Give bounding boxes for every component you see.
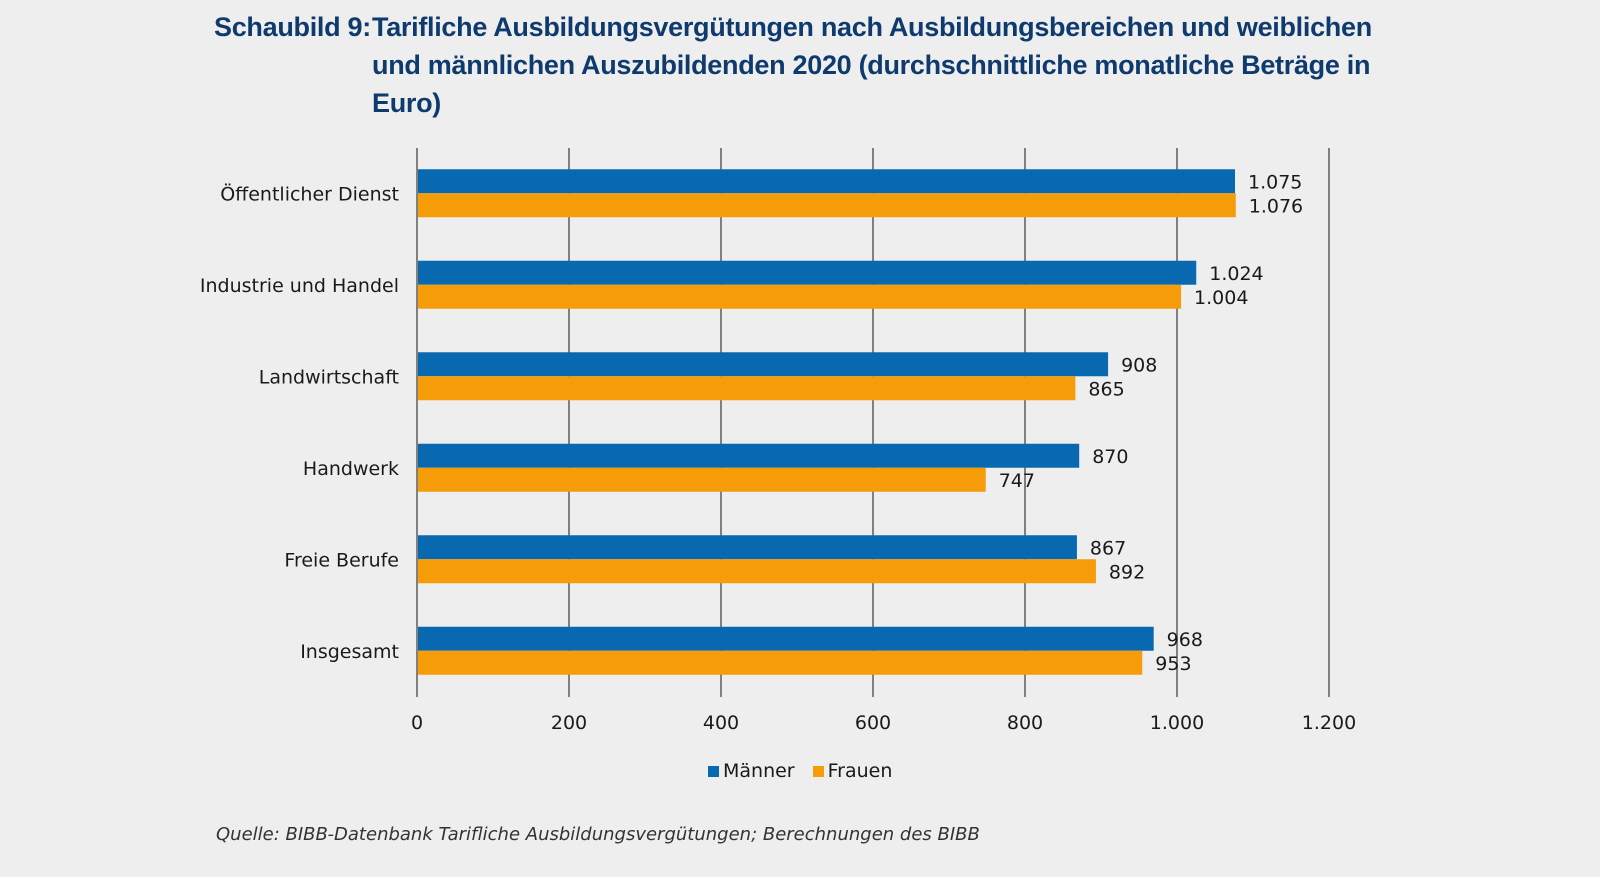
bar-maenner bbox=[418, 260, 1197, 285]
category-label: Industrie und Handel bbox=[200, 275, 399, 297]
category-label: Öffentlicher Dienst bbox=[220, 182, 399, 205]
source-note: Quelle: BIBB-Datenbank Tarifliche Ausbil… bbox=[216, 824, 980, 845]
data-label: 892 bbox=[1109, 561, 1145, 583]
figure-label: Schaubild 9: bbox=[214, 12, 371, 42]
category-label: Landwirtschaft bbox=[259, 366, 399, 388]
x-tick-label: 0 bbox=[411, 712, 423, 734]
figure-title: Tarifliche Ausbildungsvergütungen nach A… bbox=[372, 12, 1372, 118]
legend-swatch bbox=[812, 765, 824, 777]
data-label: 908 bbox=[1121, 354, 1157, 376]
data-label: 870 bbox=[1092, 446, 1128, 468]
gridlines bbox=[416, 148, 1330, 697]
data-label: 747 bbox=[999, 470, 1035, 492]
bar-maenner bbox=[418, 169, 1235, 194]
x-tick-label: 600 bbox=[855, 712, 891, 734]
category-label: Freie Berufe bbox=[284, 549, 399, 571]
data-label: 953 bbox=[1155, 653, 1191, 675]
legend-label: Männer bbox=[723, 760, 795, 782]
bar-frauen bbox=[418, 376, 1076, 401]
legend-item: Frauen bbox=[812, 760, 893, 782]
x-tick-label: 200 bbox=[551, 712, 587, 734]
x-tick-label: 400 bbox=[703, 712, 739, 734]
bar-maenner bbox=[418, 352, 1109, 377]
bar-frauen bbox=[418, 559, 1096, 584]
bar-maenner bbox=[418, 443, 1080, 468]
bars bbox=[418, 169, 1236, 675]
category-label: Insgesamt bbox=[300, 641, 399, 663]
x-tick-label: 1.000 bbox=[1150, 712, 1204, 734]
data-label: 968 bbox=[1167, 629, 1203, 651]
bar-maenner bbox=[418, 626, 1154, 651]
category-labels: Öffentlicher Dienst Industrie und Handel L… bbox=[200, 182, 399, 663]
data-label: 865 bbox=[1088, 378, 1124, 400]
data-label: 1.004 bbox=[1194, 287, 1248, 309]
data-label: 1.076 bbox=[1249, 195, 1303, 217]
data-label: 867 bbox=[1090, 537, 1126, 559]
category-label: Handwerk bbox=[303, 458, 399, 480]
legend-item: Männer bbox=[708, 760, 795, 782]
bar-frauen bbox=[418, 193, 1236, 218]
bar-frauen bbox=[418, 467, 986, 492]
x-tick-label: 800 bbox=[1007, 712, 1043, 734]
data-label: 1.075 bbox=[1248, 171, 1302, 193]
x-tick-label: 1.200 bbox=[1302, 712, 1356, 734]
data-label: 1.024 bbox=[1209, 263, 1263, 285]
x-tick-labels: 0 200 400 600 800 1.000 1.200 bbox=[411, 712, 1356, 734]
legend-label: Frauen bbox=[827, 760, 893, 782]
bar-frauen bbox=[418, 284, 1182, 309]
legend-swatch bbox=[708, 765, 719, 777]
bar-frauen bbox=[418, 650, 1143, 675]
bar-maenner bbox=[418, 535, 1077, 560]
